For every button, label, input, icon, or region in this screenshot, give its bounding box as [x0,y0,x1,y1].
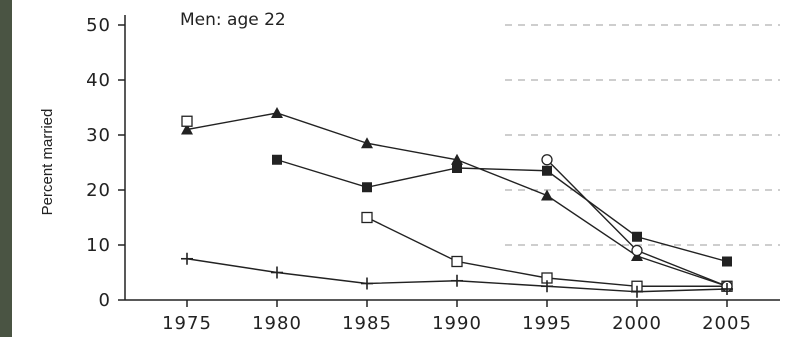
point-triangle-1980 [271,107,283,118]
point-filled-square-1985 [362,182,372,193]
series-plus [181,252,733,298]
point-filled-square-1995 [542,165,552,176]
x-tick-label-1975: 1975 [162,313,212,334]
point-plus-1980 [271,266,283,279]
x-tick-label-1990: 1990 [432,313,482,334]
y-tick-label-30: 30 [86,125,111,146]
point-plus-1995 [541,280,553,293]
point-filled-square-2000 [632,231,642,242]
series-filled-square [272,154,732,267]
y-axis-label: Percent married [39,109,56,216]
point-triangle-1995 [541,189,553,201]
point-open-square-1990 [451,255,463,268]
point-triangle-1975 [181,123,193,135]
y-tick-label-20: 20 [86,180,111,201]
x-tick-label-1995: 1995 [522,313,572,334]
series-line-filled-square [276,159,728,263]
x-tick-label-1980: 1980 [252,313,302,334]
x-tick-label-1985: 1985 [342,313,392,334]
point-plus-2000 [631,285,643,298]
point-open-circle-1995 [541,154,553,166]
series-open-square [181,115,733,292]
x-tick-label-2005: 2005 [702,313,752,334]
point-plus-1985 [361,277,373,290]
point-filled-square-2005 [722,256,732,267]
point-open-circle-2000 [631,244,643,257]
point-open-square-1985 [361,211,373,224]
point-plus-2005 [721,283,733,295]
chart-title: Men: age 22 [180,10,286,30]
slide-edge-strip [0,0,12,337]
y-ticks: 0 10 20 30 40 50 [86,15,125,311]
x-tick-label-2000: 2000 [612,313,662,334]
series-group [181,107,733,298]
y-tick-label-40: 40 [86,70,111,91]
x-ticks: 1975 1980 1985 1990 1995 2000 2005 [162,300,752,334]
point-triangle-1990 [451,153,463,165]
y-tick-label-50: 50 [86,15,111,36]
y-tick-label-10: 10 [86,235,111,256]
point-filled-square-1990 [452,163,462,173]
axes [124,15,780,301]
point-plus-1990 [451,274,463,287]
y-tick-label-0: 0 [99,290,111,311]
point-open-square-1975 [181,115,193,127]
series-line-open-circle [546,159,728,287]
point-plus-1975 [181,252,193,265]
series-open-circle [541,154,733,292]
point-filled-square-1980 [272,154,282,165]
gridlines [505,24,780,246]
point-triangle-1985 [361,137,373,149]
